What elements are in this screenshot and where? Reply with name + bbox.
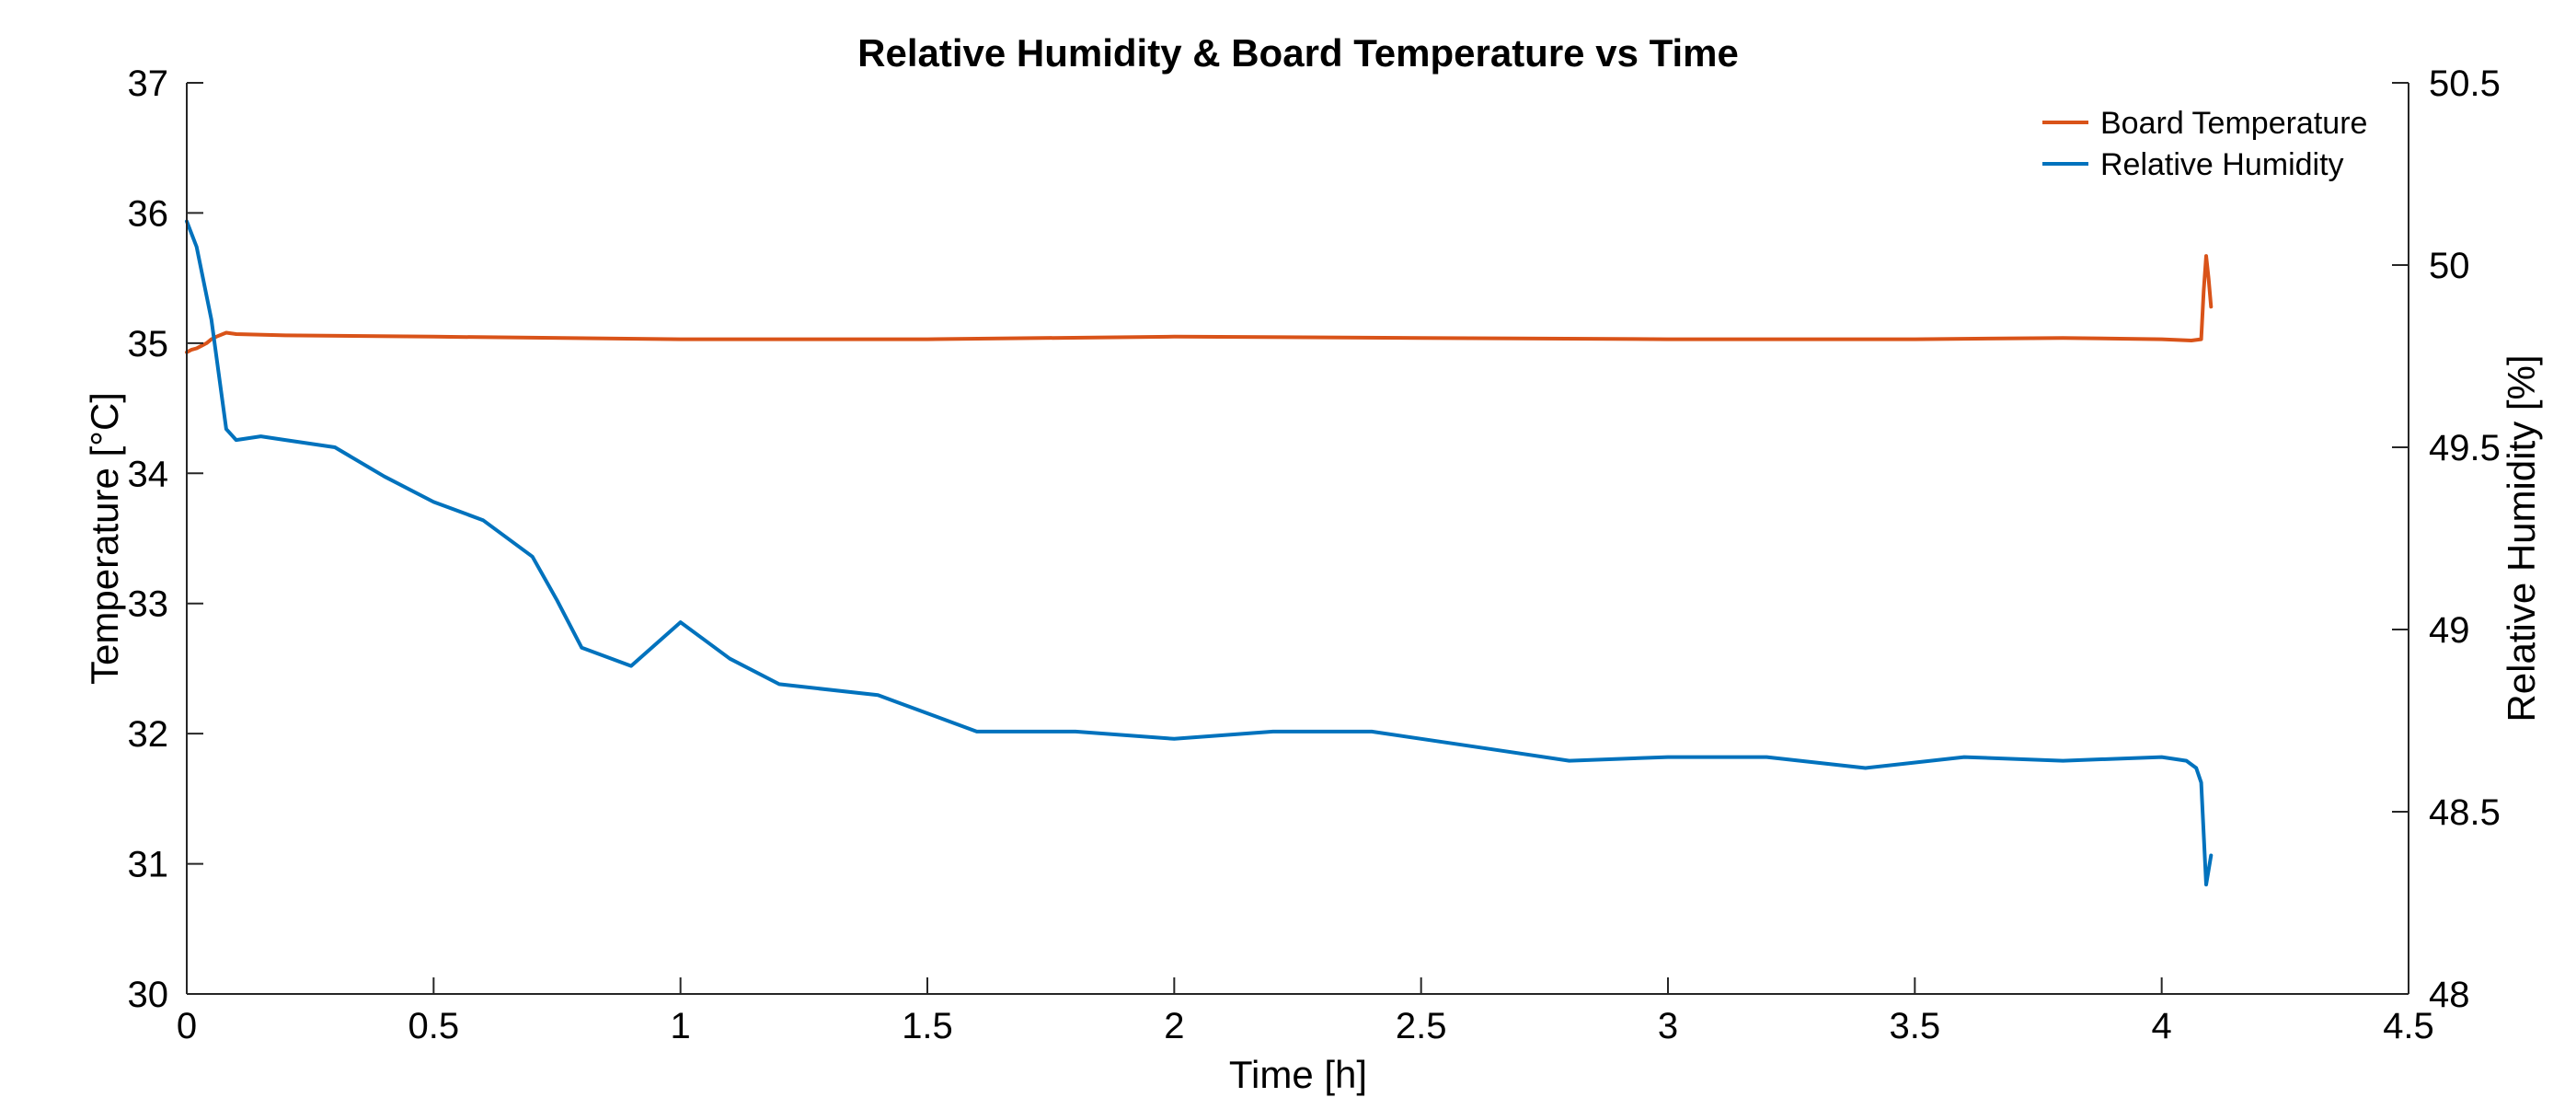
legend: Board Temperature Relative Humidity xyxy=(2042,106,2367,182)
series-line-relative-humidity xyxy=(185,219,2214,887)
y-tick-label-left: 35 xyxy=(128,324,169,364)
y-tick-label-left: 30 xyxy=(128,975,169,1015)
y-tick-label-left: 32 xyxy=(128,714,169,755)
x-axis-label: Time [h] xyxy=(1229,1053,1367,1096)
y-tick-label-right: 49 xyxy=(2429,610,2470,651)
x-tick-label: 3.5 xyxy=(1890,1006,1941,1046)
series-layer xyxy=(185,219,2214,887)
series-line-board-temperature xyxy=(185,254,2214,354)
x-tick-label: 0 xyxy=(177,1006,197,1046)
x-tick-label: 2.5 xyxy=(1396,1006,1447,1046)
x-tick-label: 3 xyxy=(1658,1006,1678,1046)
x-tick-label: 4.5 xyxy=(2383,1006,2434,1046)
x-tick-label: 2 xyxy=(1164,1006,1184,1046)
y-tick-label-right: 50.5 xyxy=(2429,64,2501,104)
legend-label-board-temperature: Board Temperature xyxy=(2100,106,2367,141)
y-tick-label-right: 50 xyxy=(2429,246,2470,286)
y-tick-label-left: 36 xyxy=(128,193,169,234)
x-tick-label: 0.5 xyxy=(408,1006,460,1046)
y-tick-label-left: 34 xyxy=(128,454,169,494)
axes-layer xyxy=(186,83,2409,995)
y-axis-label-left: Temperature [°C] xyxy=(83,392,126,685)
x-tick-label: 1.5 xyxy=(902,1006,953,1046)
y-tick-label-right: 48 xyxy=(2429,975,2470,1015)
y-tick-label-right: 48.5 xyxy=(2429,792,2501,833)
y-tick-label-left: 31 xyxy=(128,845,169,885)
legend-label-relative-humidity: Relative Humidity xyxy=(2100,147,2344,182)
x-tick-label: 1 xyxy=(671,1006,691,1046)
ticks-layer: 0 0.5 1 1.5 2 2.5 3 3.5 4 4.5 30 31 32 33 34 35 36 37 48 48… xyxy=(128,64,2501,1046)
y-tick-label-left: 33 xyxy=(128,584,169,625)
chart-title: Relative Humidity & Board Temperature vs… xyxy=(857,31,1739,75)
y-tick-label-right: 49.5 xyxy=(2429,428,2501,468)
y-axis-label-right: Relative Humidity [%] xyxy=(2500,354,2543,722)
y-tick-label-left: 37 xyxy=(128,64,169,104)
x-tick-label: 4 xyxy=(2152,1006,2172,1046)
